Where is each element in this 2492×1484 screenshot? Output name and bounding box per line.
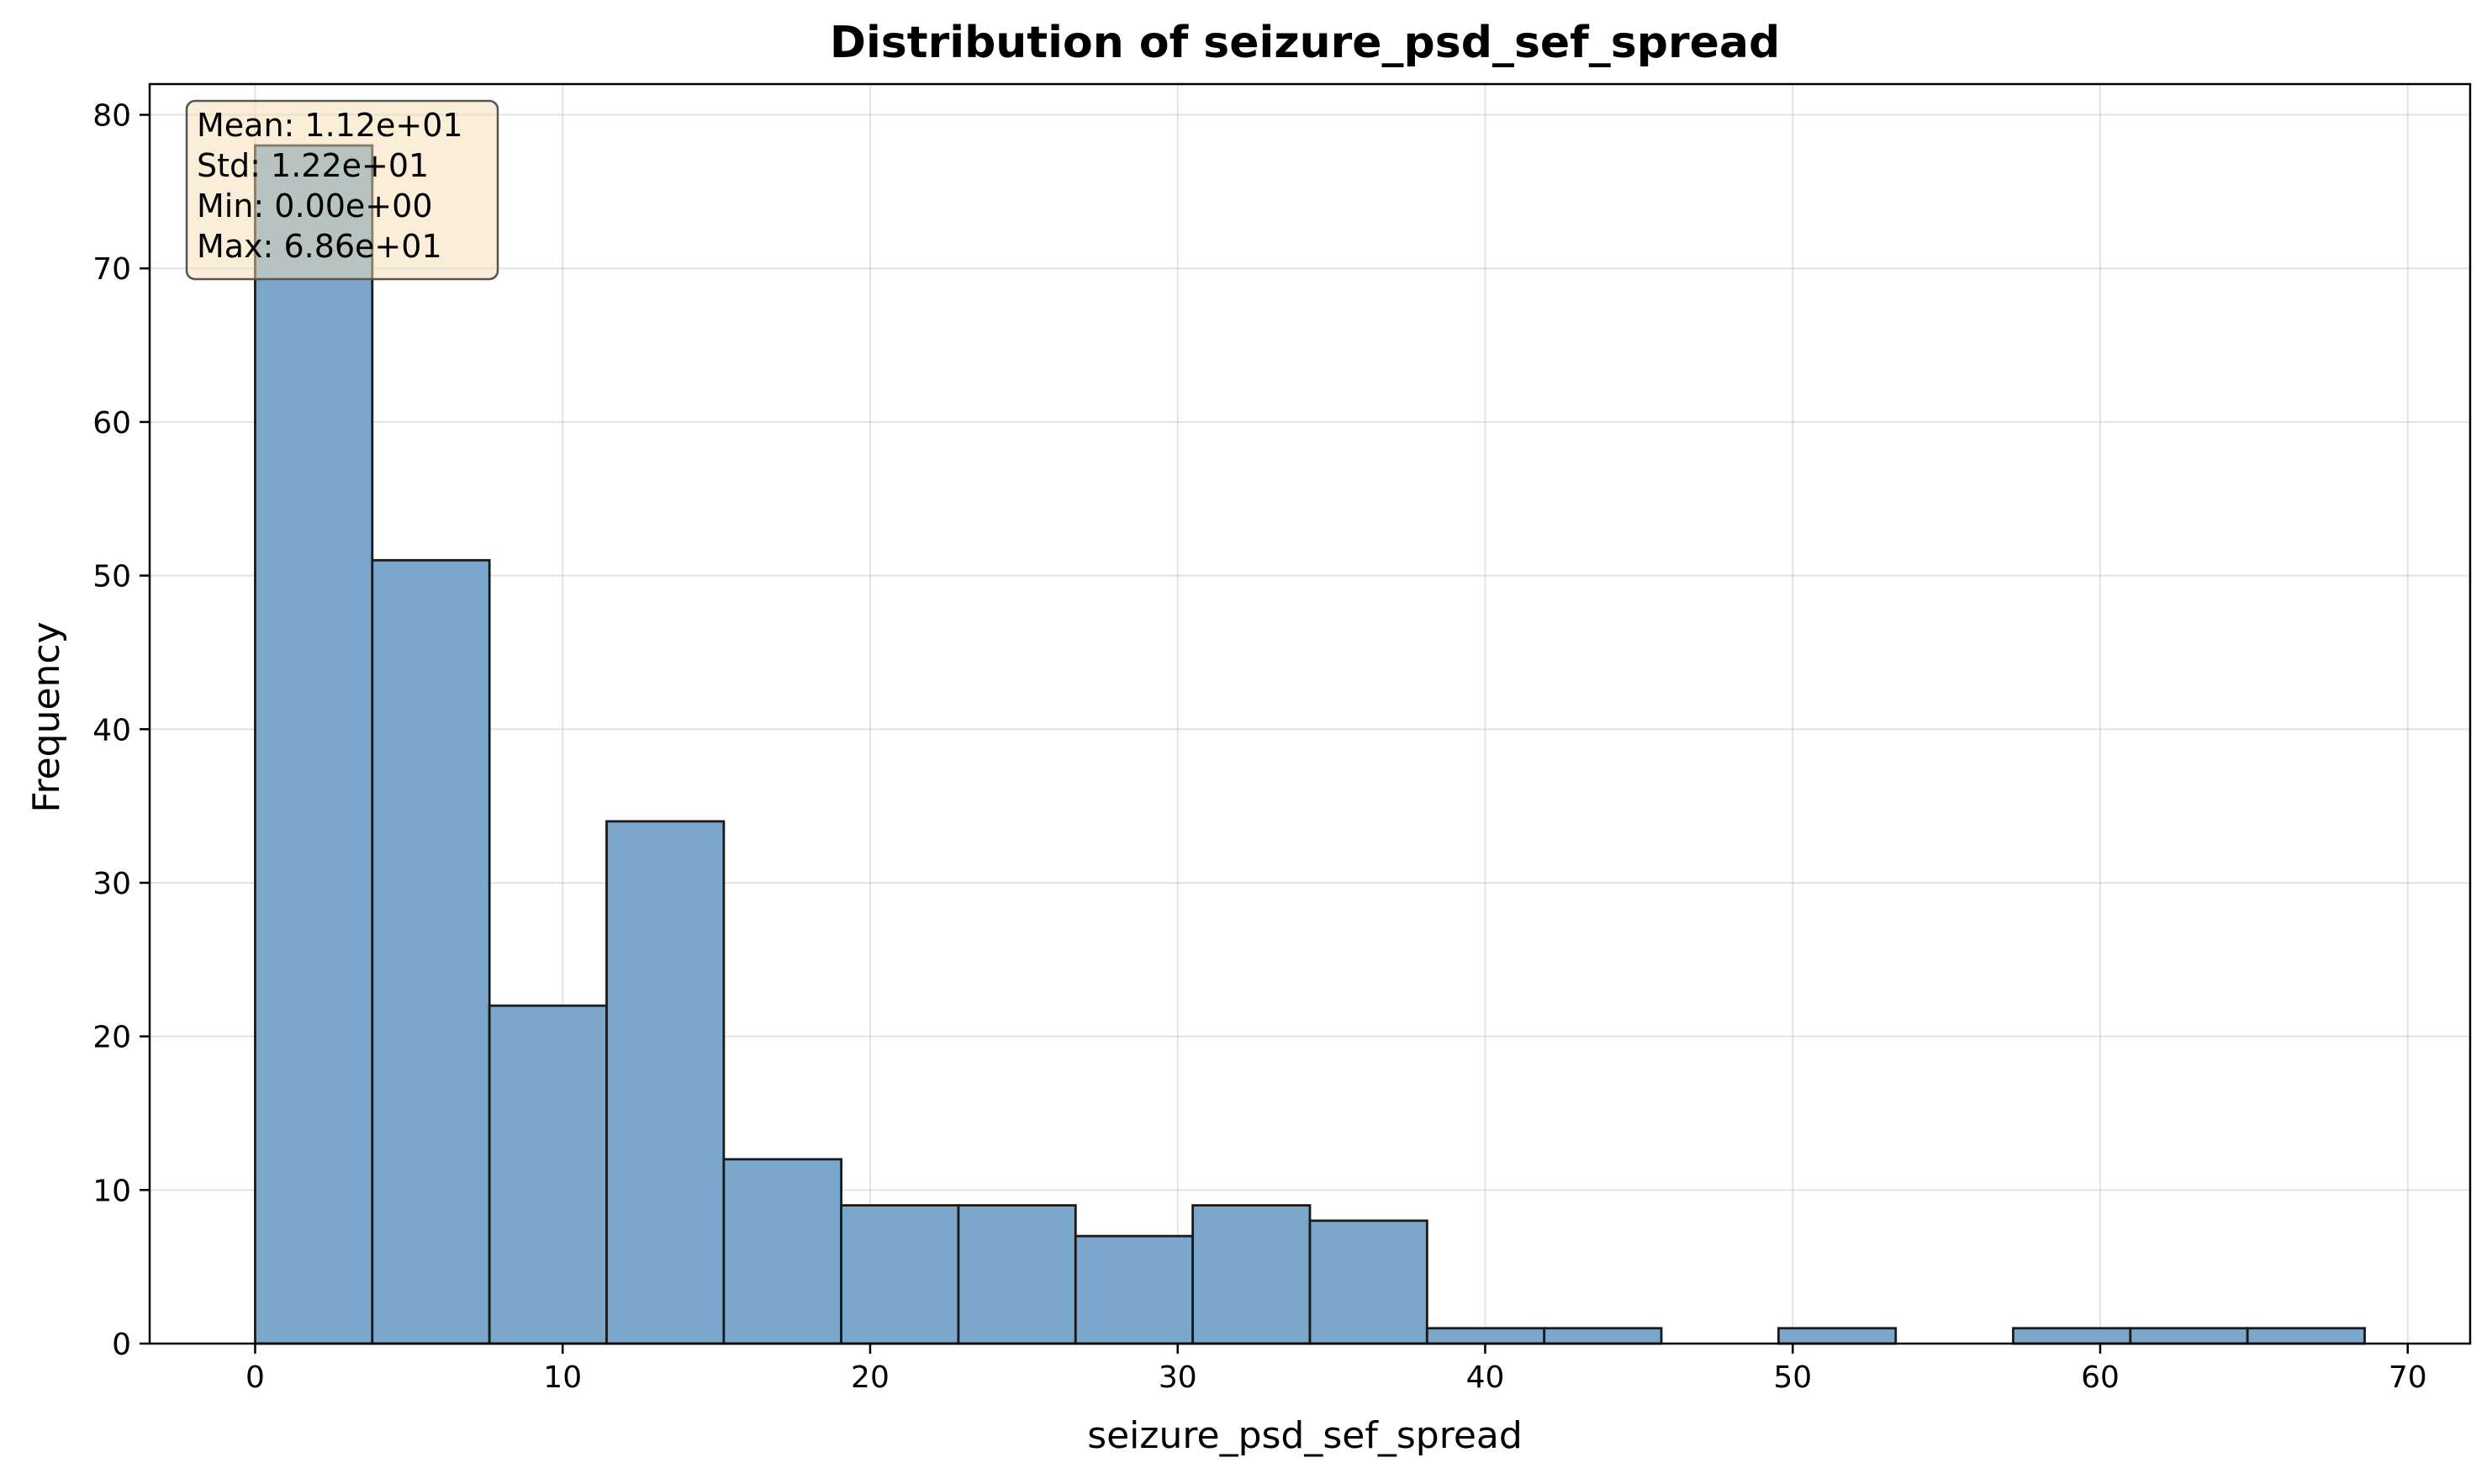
histogram-bar — [957, 1204, 1077, 1345]
histogram-bar — [840, 1204, 960, 1345]
histogram-bar — [1777, 1327, 1898, 1345]
histogram-bar — [2012, 1327, 2132, 1345]
x-tick-label: 50 — [1773, 1360, 1812, 1395]
y-tick-label: 60 — [92, 406, 131, 441]
x-tick-label: 30 — [1159, 1360, 1197, 1395]
y-tick-label: 10 — [92, 1174, 131, 1208]
x-tick-label: 20 — [851, 1360, 890, 1395]
y-tick-label: 70 — [92, 252, 131, 287]
histogram-bar — [1543, 1327, 1663, 1345]
y-tick-label: 40 — [92, 713, 131, 747]
x-tick-label: 40 — [1466, 1360, 1505, 1395]
axes-frame — [148, 82, 2472, 1345]
x-tick-label: 60 — [2081, 1360, 2120, 1395]
histogram-bar — [1425, 1327, 1546, 1345]
histogram-bar — [254, 144, 374, 1345]
stats-box: Mean: 1.12e+01 Std: 1.22e+01 Min: 0.00e+… — [185, 99, 499, 281]
y-tick-label: 30 — [92, 867, 131, 901]
y-tick-label: 80 — [92, 99, 131, 134]
histogram-bar — [605, 820, 726, 1345]
stats-min: Min: 0.00e+00 — [197, 187, 433, 224]
chart-title: Distribution of seizure_psd_sef_spread — [830, 18, 1780, 68]
x-tick-label: 70 — [2389, 1360, 2427, 1395]
y-axis-label: Frequency — [25, 621, 68, 812]
histogram-bar — [371, 558, 491, 1345]
histogram-bars — [254, 144, 2366, 1345]
stats-std: Std: 1.22e+01 — [197, 147, 429, 184]
histogram-bar — [2129, 1327, 2249, 1345]
y-tick-label: 0 — [112, 1328, 131, 1362]
stats-box-background — [185, 99, 499, 281]
x-axis-label: seizure_psd_sef_spread — [1087, 1414, 1523, 1457]
histogram-bar — [488, 1004, 608, 1345]
x-tick-label: 10 — [543, 1360, 582, 1395]
histogram-bar — [2246, 1327, 2366, 1345]
histogram-bar — [1308, 1219, 1428, 1345]
stats-mean: Mean: 1.12e+01 — [197, 107, 463, 144]
y-tick-label: 50 — [92, 560, 131, 594]
x-axis-ticks: 0 10 20 30 40 50 60 70 — [246, 1344, 2427, 1395]
stats-max: Max: 6.86e+01 — [197, 228, 442, 265]
histogram-bar — [1191, 1204, 1312, 1345]
histogram-bar — [1074, 1234, 1195, 1345]
histogram-bar — [722, 1158, 842, 1345]
y-axis-ticks: 0 10 20 30 40 50 60 70 80 — [92, 99, 150, 1362]
x-tick-label: 0 — [246, 1360, 265, 1395]
y-tick-label: 20 — [92, 1021, 131, 1055]
